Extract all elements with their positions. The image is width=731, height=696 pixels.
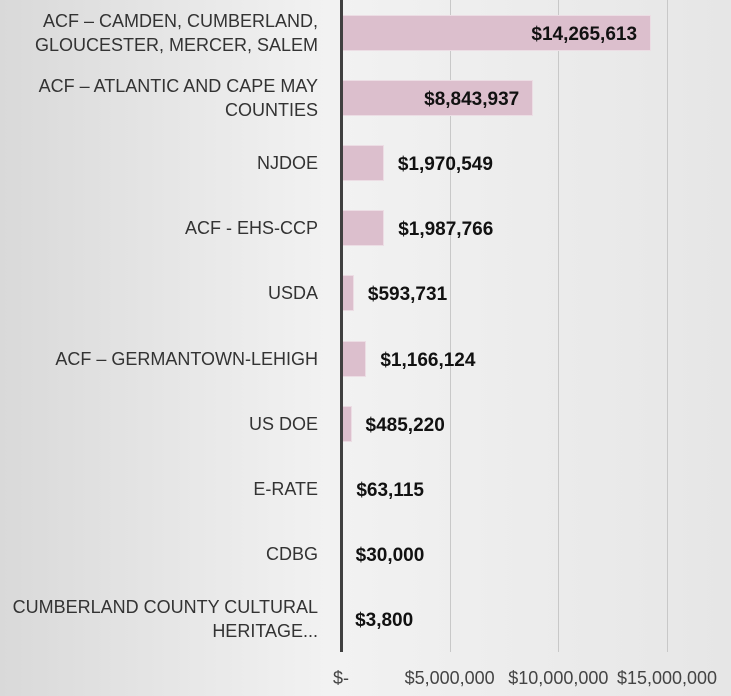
bar bbox=[341, 14, 652, 51]
value-label: $8,843,937 bbox=[424, 88, 520, 110]
category-label: CDBG bbox=[265, 544, 318, 565]
grid-line bbox=[558, 0, 560, 652]
x-tick-label: $10,000,000 bbox=[508, 668, 609, 688]
category-label: ACF – CAMDEN, CUMBERLAND, GLOUCESTER, ME… bbox=[34, 10, 318, 55]
value-label: $485,220 bbox=[365, 414, 445, 436]
bar bbox=[341, 79, 534, 116]
x-tick-label: $- bbox=[332, 668, 350, 688]
y-axis-line bbox=[340, 0, 343, 652]
category-label: ACF - EHS-CCP bbox=[184, 218, 318, 239]
value-label: $3,800 bbox=[355, 610, 414, 632]
category-label: CUMBERLAND COUNTY CULTURAL HERITAGE... bbox=[12, 597, 318, 642]
value-label: $1,970,549 bbox=[397, 154, 493, 175]
value-label: $14,265,613 bbox=[531, 23, 638, 45]
grid-line bbox=[449, 0, 451, 652]
category-label: US DOE bbox=[248, 413, 318, 434]
grid-line bbox=[667, 0, 668, 652]
bar bbox=[341, 210, 385, 247]
category-label: ACF – ATLANTIC AND CAPE MAY COUNTIES bbox=[38, 75, 318, 120]
category-label: USDA bbox=[267, 283, 318, 304]
value-label: $1,166,124 bbox=[380, 349, 476, 371]
x-tick-label: $5,000,000 bbox=[404, 668, 495, 688]
value-label: $30,000 bbox=[355, 545, 425, 567]
category-label: ACF – GERMANTOWN-LEHIGH bbox=[55, 348, 318, 369]
category-label: E-RATE bbox=[253, 479, 318, 499]
bar bbox=[341, 145, 384, 181]
value-label: $593,731 bbox=[367, 284, 448, 306]
value-label: $1,987,766 bbox=[398, 219, 494, 241]
bar bbox=[341, 340, 367, 377]
x-tick-label: $15,000,000 bbox=[616, 668, 718, 688]
category-label: NJDOE bbox=[256, 153, 318, 173]
value-label: $63,115 bbox=[356, 480, 424, 501]
